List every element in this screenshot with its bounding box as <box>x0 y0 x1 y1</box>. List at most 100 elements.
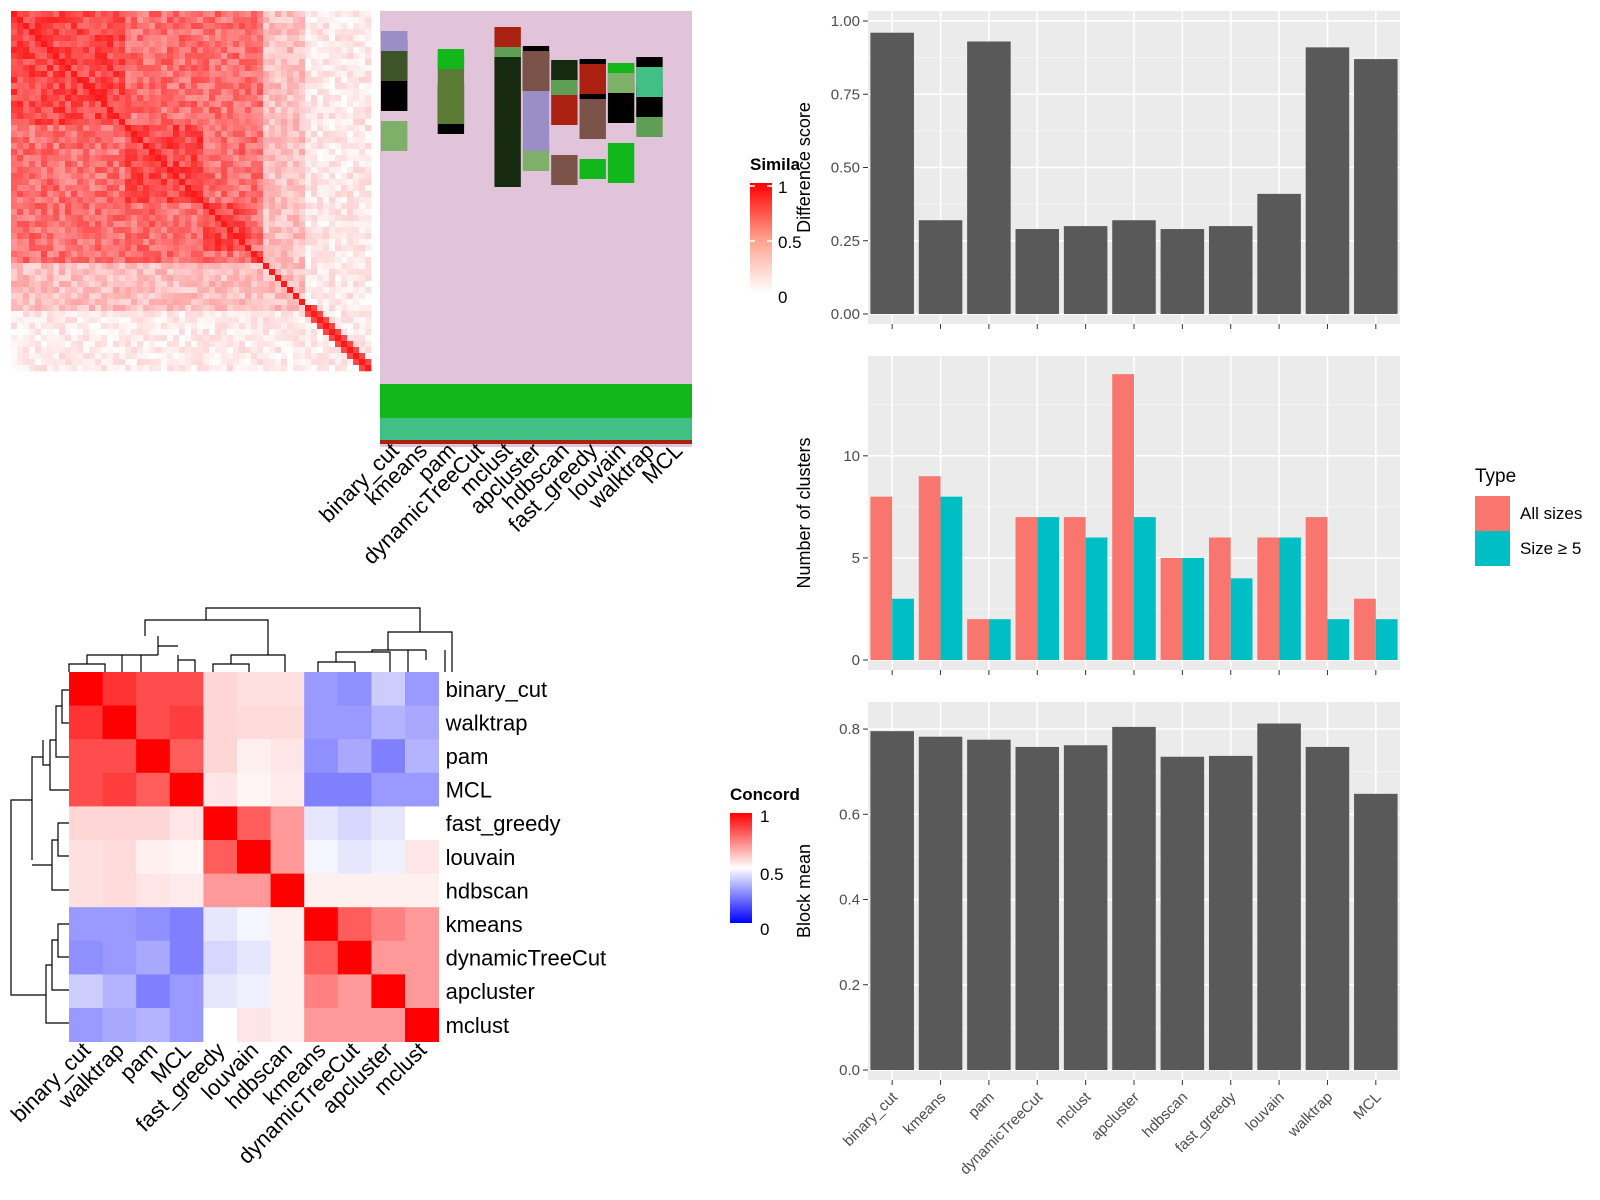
similarity-cell <box>221 149 228 156</box>
similarity-cell <box>143 227 150 234</box>
similarity-cell <box>185 209 192 216</box>
similarity-cell <box>77 335 84 342</box>
similarity-cell <box>317 281 324 288</box>
similarity-cell <box>29 317 36 324</box>
similarity-cell <box>281 329 288 336</box>
similarity-cell <box>293 215 300 222</box>
similarity-cell <box>191 251 198 258</box>
similarity-cell <box>95 239 102 246</box>
similarity-cell <box>353 251 360 258</box>
similarity-cell <box>293 29 300 36</box>
similarity-cell <box>113 323 120 330</box>
similarity-cell <box>335 119 342 126</box>
similarity-cell <box>161 239 168 246</box>
concordance-cell <box>405 672 439 706</box>
similarity-cell <box>95 323 102 330</box>
similarity-cell <box>317 299 324 306</box>
similarity-cell <box>77 77 84 84</box>
similarity-cell <box>263 77 270 84</box>
concordance-cell <box>69 806 103 841</box>
similarity-cell <box>203 239 210 246</box>
similarity-cell <box>227 233 234 240</box>
similarity-cell <box>353 161 360 168</box>
similarity-cell <box>263 251 270 258</box>
similarity-cell <box>215 335 222 342</box>
similarity-cell <box>191 329 198 336</box>
similarity-cell <box>191 341 198 348</box>
similarity-cell <box>245 29 252 36</box>
similarity-cell <box>245 347 252 354</box>
similarity-cell <box>299 323 306 330</box>
similarity-cell <box>299 341 306 348</box>
similarity-cell <box>23 269 30 276</box>
similarity-cell <box>89 233 96 240</box>
similarity-cell <box>287 245 294 252</box>
similarity-cell <box>113 101 120 108</box>
similarity-cell <box>239 167 246 174</box>
similarity-cell <box>347 113 354 120</box>
similarity-cell <box>245 287 252 294</box>
similarity-cell <box>293 203 300 210</box>
similarity-cell <box>29 179 36 186</box>
legend-label-all-sizes: All sizes <box>1520 504 1582 523</box>
similarity-cell <box>59 113 66 120</box>
similarity-cell <box>149 161 156 168</box>
similarity-cell <box>173 329 180 336</box>
similarity-cell <box>173 23 180 30</box>
similarity-cell <box>311 269 318 276</box>
similarity-cell <box>155 215 162 222</box>
similarity-cell <box>113 191 120 198</box>
similarity-cell <box>221 95 228 102</box>
similarity-cell <box>23 89 30 96</box>
similarity-cell <box>65 185 72 192</box>
similarity-cell <box>125 251 132 258</box>
similarity-cell <box>305 29 312 36</box>
similarity-cell <box>113 293 120 300</box>
similarity-cell <box>221 125 228 132</box>
similarity-cell <box>275 263 282 270</box>
similarity-cell <box>173 107 180 114</box>
similarity-cell <box>215 53 222 60</box>
similarity-cell <box>89 299 96 306</box>
similarity-cell <box>353 95 360 102</box>
similarity-cell <box>347 251 354 258</box>
similarity-cell <box>365 275 372 282</box>
similarity-cell <box>317 179 324 186</box>
bar <box>870 496 893 660</box>
similarity-cell <box>317 215 324 222</box>
similarity-cell <box>347 125 354 132</box>
similarity-cell <box>107 281 114 288</box>
similarity-cell <box>359 155 366 162</box>
similarity-cell <box>29 269 36 276</box>
similarity-cell <box>191 23 198 30</box>
similarity-cell <box>47 113 54 120</box>
similarity-cell <box>323 329 330 336</box>
similarity-cell <box>17 233 24 240</box>
cluster-stripe <box>381 121 408 151</box>
similarity-cell <box>23 155 30 162</box>
similarity-cell <box>167 83 174 90</box>
similarity-cell <box>245 317 252 324</box>
similarity-cell <box>161 257 168 264</box>
similarity-cell <box>215 209 222 216</box>
similarity-cell <box>71 209 78 216</box>
similarity-cell <box>47 275 54 282</box>
similarity-cell <box>227 269 234 276</box>
similarity-cell <box>173 293 180 300</box>
similarity-cell <box>317 77 324 84</box>
similarity-cell <box>221 203 228 210</box>
similarity-cell <box>233 131 240 138</box>
similarity-cell <box>257 263 264 270</box>
similarity-cell <box>257 53 264 60</box>
similarity-cell <box>221 347 228 354</box>
similarity-cell <box>365 287 372 294</box>
similarity-cell <box>29 329 36 336</box>
similarity-cell <box>191 227 198 234</box>
similarity-cell <box>131 179 138 186</box>
similarity-cell <box>29 131 36 138</box>
similarity-cell <box>47 221 54 228</box>
similarity-cell <box>89 83 96 90</box>
similarity-cell <box>317 245 324 252</box>
similarity-cell <box>65 293 72 300</box>
similarity-cell <box>335 293 342 300</box>
